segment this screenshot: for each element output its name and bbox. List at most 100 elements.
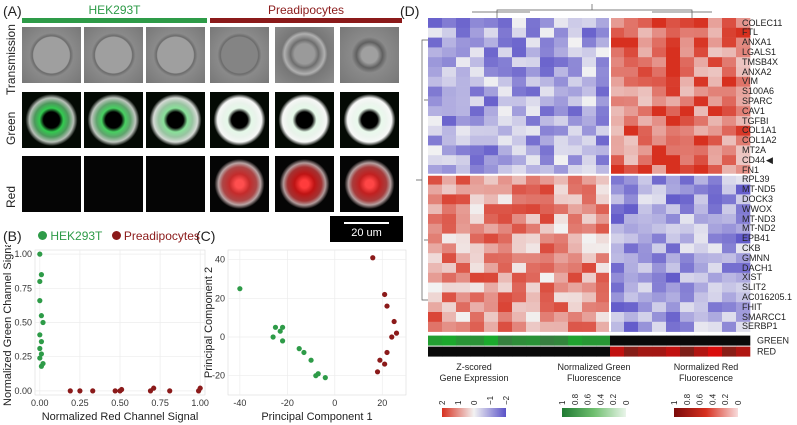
heat-cell xyxy=(428,194,443,205)
heat-cell xyxy=(582,321,597,332)
heat-cell xyxy=(722,18,737,29)
heat-cell xyxy=(568,233,583,244)
group-label-pre: Preadipocytes xyxy=(267,3,345,17)
heat-cell xyxy=(554,214,569,225)
legend-tick-0-1: 1 xyxy=(454,400,463,405)
c-point-hek-10 xyxy=(313,373,319,379)
heat-cell xyxy=(456,174,471,185)
heat-cell xyxy=(624,96,639,107)
heat-cell xyxy=(512,194,527,205)
heat-cell xyxy=(708,96,723,107)
heat-cell xyxy=(568,302,583,313)
heat-cell xyxy=(568,272,583,283)
heat-cell xyxy=(428,57,443,68)
heat-cell xyxy=(442,223,457,234)
heat-cell xyxy=(568,18,583,29)
heat-cell xyxy=(722,96,737,107)
heat-cell xyxy=(470,194,485,205)
heat-cell xyxy=(610,106,625,117)
heat-cell xyxy=(708,321,723,332)
heat-cell xyxy=(484,292,499,303)
gene-label: MT-ND3 xyxy=(742,213,776,224)
heat-cell xyxy=(456,18,471,29)
annot-red-cell xyxy=(568,346,583,357)
heat-cell xyxy=(484,233,499,244)
heat-cell xyxy=(442,37,457,48)
heat-cell xyxy=(610,27,625,38)
heat-cell xyxy=(498,18,513,29)
heat-cell xyxy=(526,243,541,254)
annot-red-cell xyxy=(596,346,611,357)
panel-label-d: (D) xyxy=(400,3,420,19)
heat-cell xyxy=(456,263,471,274)
heat-cell xyxy=(680,37,695,48)
heat-cell xyxy=(540,96,555,107)
annot-red-cell xyxy=(680,346,695,357)
heat-cell xyxy=(428,125,443,136)
gene-label: CAV1 xyxy=(742,105,765,116)
heat-cell xyxy=(694,155,709,166)
heat-cell xyxy=(470,184,485,195)
gene-label: MT-ND2 xyxy=(742,223,776,234)
heat-cell xyxy=(610,116,625,127)
heat-cell xyxy=(498,106,513,117)
heat-cell xyxy=(540,125,555,136)
heat-cell xyxy=(638,243,653,254)
heat-cell xyxy=(512,312,527,323)
heat-cell xyxy=(652,214,667,225)
micro-red-6 xyxy=(340,156,399,212)
annot-green-cell xyxy=(442,335,457,346)
heat-cell xyxy=(694,106,709,117)
heat-cell xyxy=(526,106,541,117)
b-xtick-3: 0.75 xyxy=(151,398,169,408)
heat-cell xyxy=(596,165,611,176)
heat-cell xyxy=(708,282,723,293)
heat-cell xyxy=(666,223,681,234)
heat-cell xyxy=(694,223,709,234)
annot-label-red: RED xyxy=(757,347,777,357)
annot-green-cell xyxy=(638,335,653,346)
heat-cell xyxy=(484,272,499,283)
heat-cell xyxy=(652,96,667,107)
c-xtick-1: -20 xyxy=(281,398,294,408)
heat-cell xyxy=(610,165,625,176)
heat-cell xyxy=(512,302,527,313)
heat-cell xyxy=(498,204,513,215)
heat-cell xyxy=(722,57,737,68)
heat-cell xyxy=(708,37,723,48)
legend-tick-0-4: −2 xyxy=(502,395,511,405)
chart-c: -40 -20 0 20 -20 0 20 40 Principal Component 1 Pr… xyxy=(203,249,407,423)
gene-label: DOCK3 xyxy=(742,193,774,204)
heat-cell xyxy=(694,86,709,97)
heat-cell xyxy=(652,253,667,264)
heat-cell xyxy=(470,145,485,156)
heat-cell xyxy=(512,272,527,283)
heat-cell xyxy=(680,194,695,205)
heat-cell xyxy=(666,27,681,38)
heat-cell xyxy=(638,321,653,332)
heat-cell xyxy=(694,253,709,264)
heat-cell xyxy=(638,272,653,283)
legend-dot-hek-icon xyxy=(38,231,47,240)
heat-cell xyxy=(596,263,611,274)
heat-cell xyxy=(568,96,583,107)
heat-cell xyxy=(526,86,541,97)
heat-cell xyxy=(638,18,653,29)
heat-cell xyxy=(694,174,709,185)
heat-cell xyxy=(624,233,639,244)
heat-cell xyxy=(596,125,611,136)
heat-cell xyxy=(694,272,709,283)
heat-cell xyxy=(638,253,653,264)
heat-cell xyxy=(456,135,471,146)
heat-cell xyxy=(708,125,723,136)
heat-cell xyxy=(624,125,639,136)
heat-cell xyxy=(736,312,751,323)
heat-cell xyxy=(736,272,751,283)
heat-cell xyxy=(708,165,723,176)
heat-cell xyxy=(610,76,625,87)
heat-cell xyxy=(540,135,555,146)
heat-cell xyxy=(736,194,751,205)
heat-cell xyxy=(526,282,541,293)
heat-cell xyxy=(526,272,541,283)
c-ytick-1: 0 xyxy=(220,332,225,342)
